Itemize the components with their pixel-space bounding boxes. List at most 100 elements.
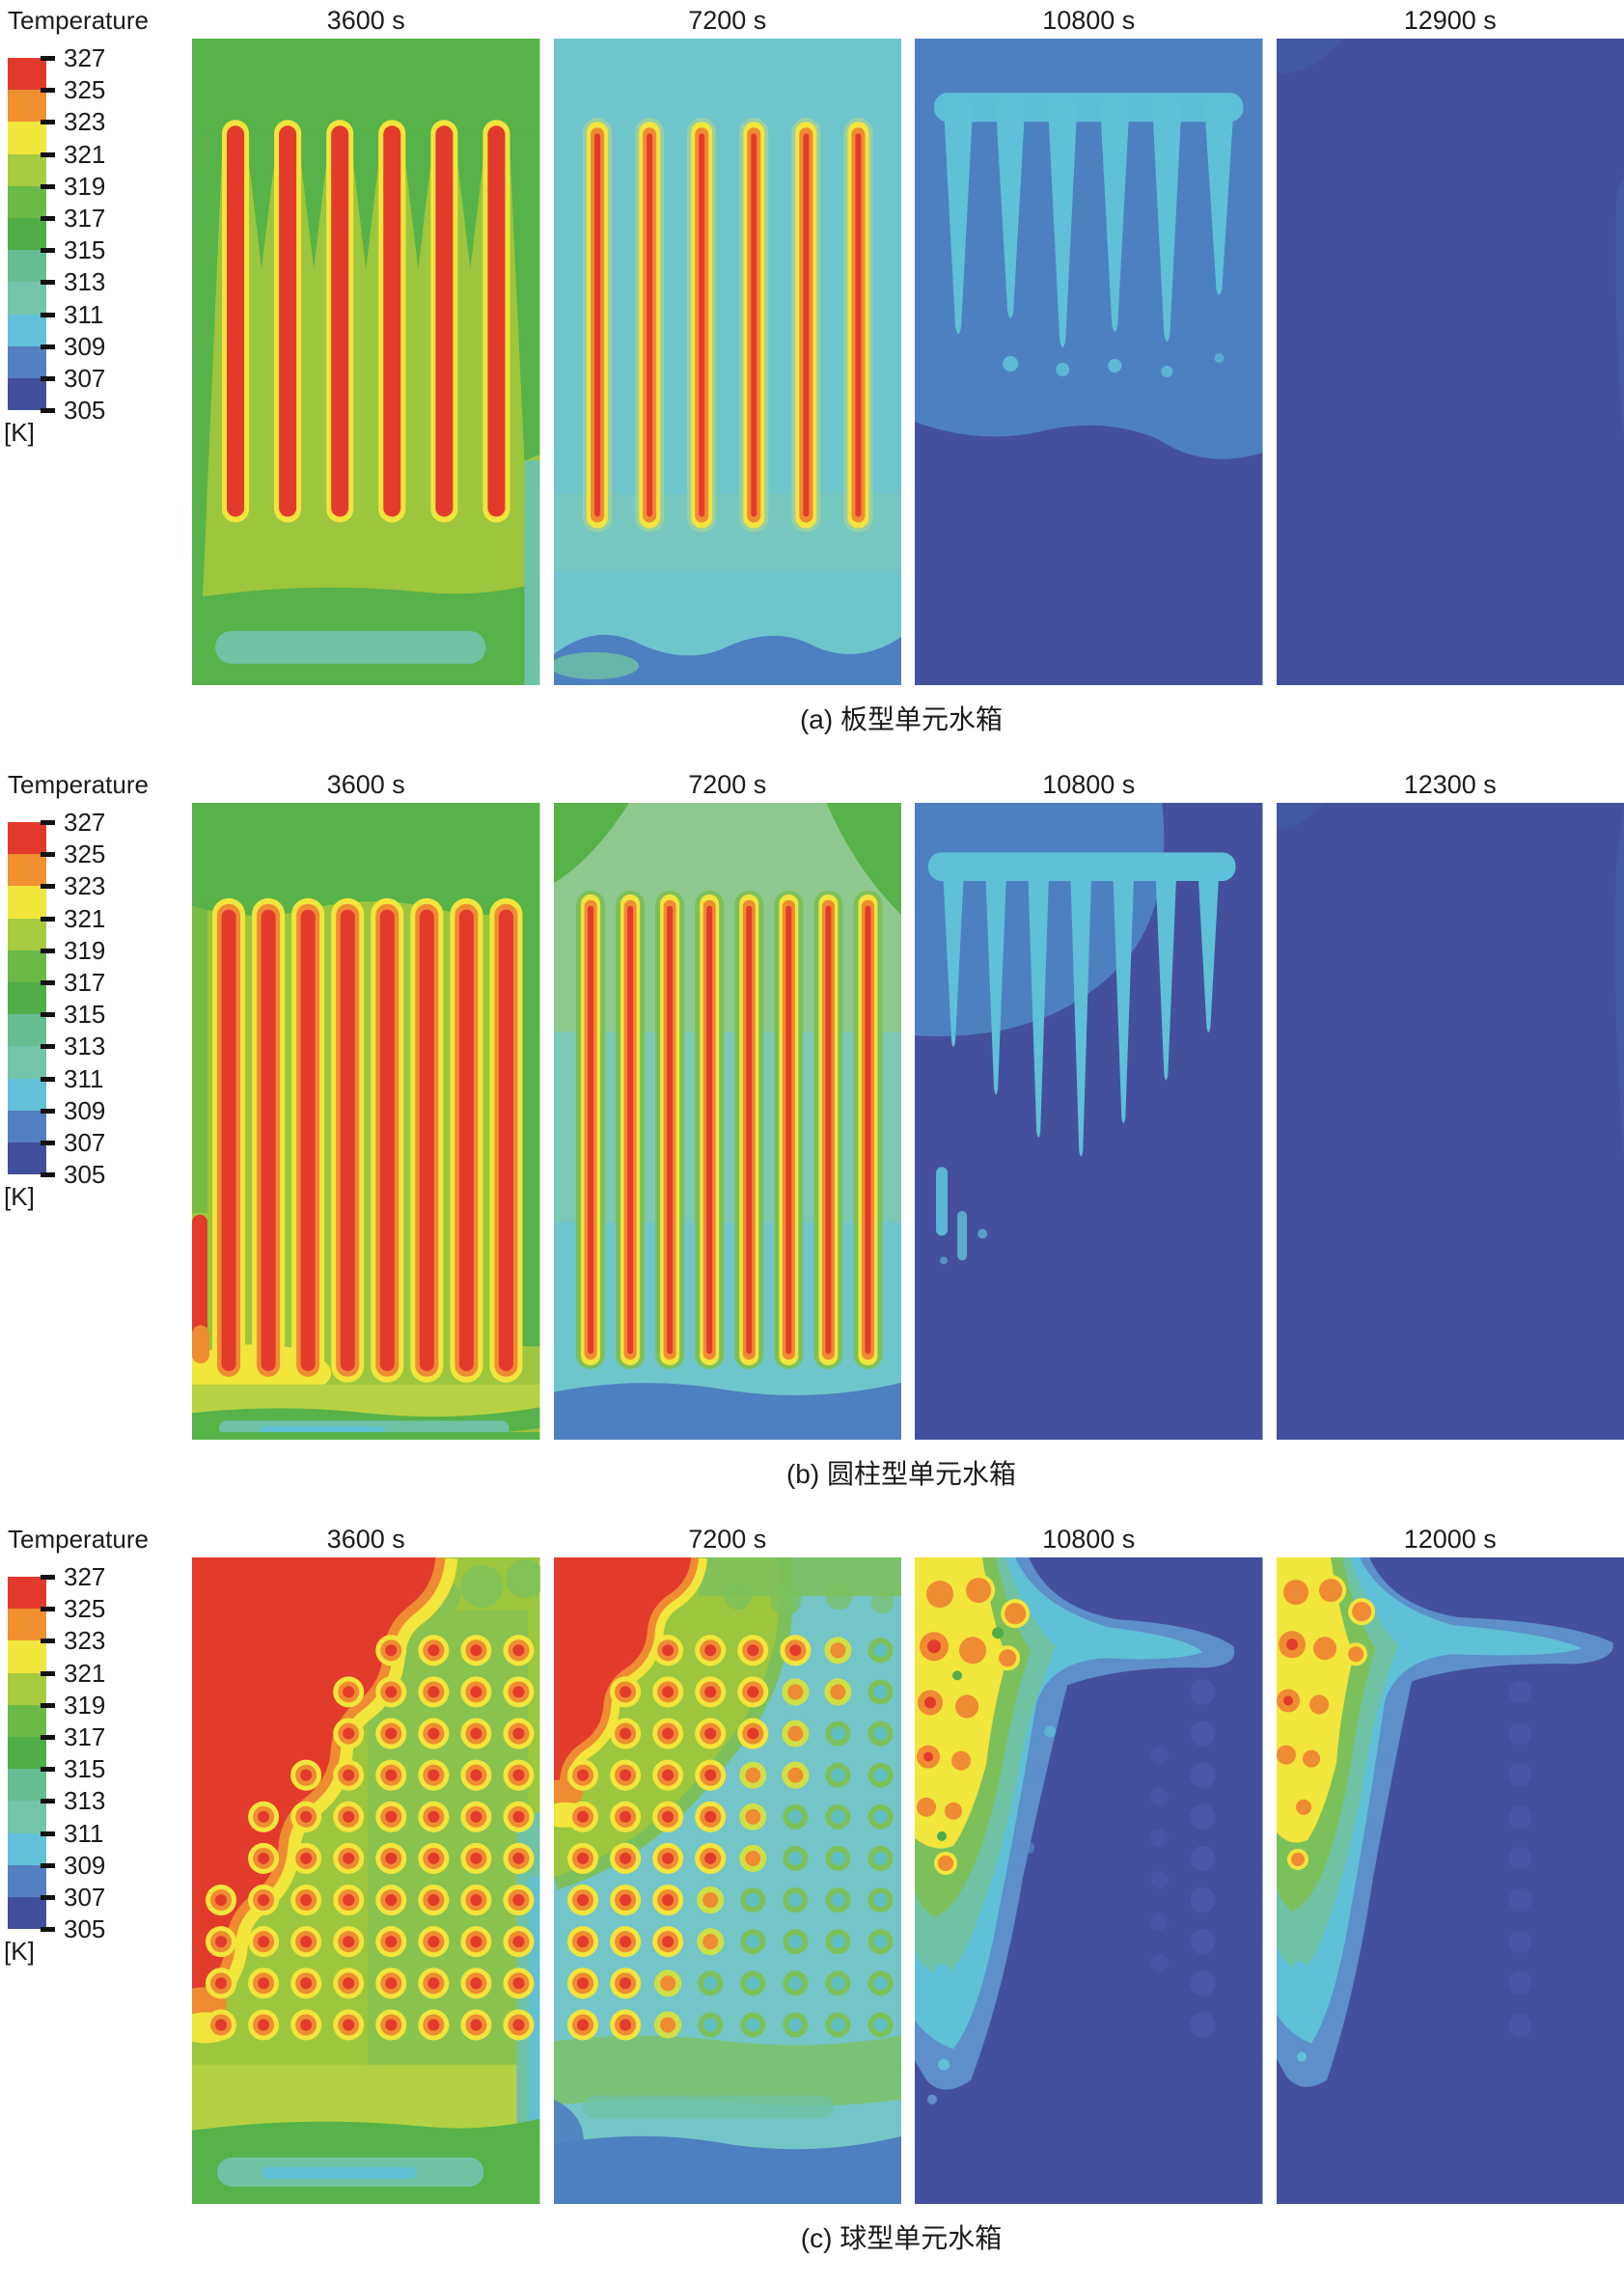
time-label: 12300 s <box>1403 770 1497 799</box>
legend-color-cell <box>8 1046 46 1079</box>
contour-panel <box>1276 803 1624 1440</box>
legend-color-cell <box>8 1832 46 1865</box>
legend-label: 305 <box>64 396 106 426</box>
contour-panel <box>1276 39 1624 685</box>
legend-label: 317 <box>64 968 106 997</box>
time-label: 3600 s <box>326 1525 405 1554</box>
legend-label: 311 <box>64 1063 104 1093</box>
legend-tick <box>41 344 55 349</box>
legend-color-cell <box>8 1704 46 1737</box>
legend-color-cell <box>8 1110 46 1142</box>
time-label: 3600 s <box>326 770 405 799</box>
legend-color-cell <box>8 1640 46 1673</box>
contour-panel <box>915 1557 1263 2204</box>
time-label: 10800 s <box>1042 1525 1136 1554</box>
contour-panel <box>915 803 1263 1440</box>
legend-label: 325 <box>64 1594 106 1624</box>
legend-label: 311 <box>64 299 104 329</box>
legend-tick <box>41 1044 55 1050</box>
row-b-header: Temperature 3600 s 7200 s 10800 s 12300 … <box>0 770 1624 803</box>
legend-label: 313 <box>64 1032 106 1061</box>
legend-color-cell <box>8 153 46 186</box>
legend-color-cell <box>8 282 46 315</box>
legend-tick <box>41 280 55 286</box>
legend-label: 317 <box>64 204 106 233</box>
legend-tick <box>41 1927 55 1933</box>
legend-tick <box>41 151 55 157</box>
legend-tick <box>41 1670 55 1676</box>
legend-label: 315 <box>64 235 106 265</box>
legend-unit: [K] <box>4 418 35 448</box>
legend-color-cell <box>8 981 46 1015</box>
legend-label: 323 <box>64 107 106 137</box>
legend-color-cell <box>8 185 46 218</box>
legend-label: 323 <box>64 871 106 901</box>
legend-label: 309 <box>64 331 106 361</box>
time-label: 7200 s <box>688 1525 767 1554</box>
legend-label: 315 <box>64 1754 106 1784</box>
legend-colorbar <box>8 822 46 1175</box>
legend-tick <box>41 88 55 94</box>
legend-unit: [K] <box>4 1182 35 1212</box>
time-label: 12900 s <box>1403 6 1497 35</box>
legend-tick <box>41 820 55 825</box>
contour-panel <box>553 39 901 685</box>
legend-label: 307 <box>64 364 106 393</box>
legend-tick <box>41 1108 55 1114</box>
legend-tick <box>41 216 55 221</box>
legend-tick <box>41 408 55 414</box>
subfigure-caption: (a) 板型单元水箱 <box>799 704 1003 734</box>
legend-tick <box>41 916 55 922</box>
legend-tick <box>41 1575 55 1580</box>
row-a-header: Temperature 3600 s 7200 s 10800 s 12900 … <box>0 6 1624 39</box>
legend-tick <box>41 1862 55 1868</box>
legend-tick <box>41 183 55 189</box>
subfigure-caption: (b) 圆柱型单元水箱 <box>785 1459 1016 1489</box>
legend-color-cell <box>8 1577 46 1610</box>
contour-panel <box>192 1557 540 2204</box>
legend-colorbar <box>8 1577 46 1930</box>
legend-color-cell <box>8 1672 46 1705</box>
legend-colorbar <box>8 58 46 411</box>
contour-panel <box>1276 1557 1624 2204</box>
legend-color-cell <box>8 1801 46 1833</box>
row-c-body: 327 325 323 321 319 317 315 313 311 309 307 305 [K] <box>0 1557 1624 2204</box>
legend-label: 309 <box>64 1850 106 1880</box>
legend-color-cell <box>8 1078 46 1111</box>
legend-label: 307 <box>64 1883 106 1912</box>
legend-color-cell <box>8 217 46 251</box>
contour-panel <box>192 803 540 1440</box>
legend-label: 319 <box>64 171 106 201</box>
row-a-body: 327 325 323 321 319 317 315 313 311 309 307 305 [K] <box>0 39 1624 685</box>
legend-color-cell <box>8 314 46 346</box>
legend-label: 313 <box>64 1786 106 1816</box>
legend-color-cell <box>8 58 46 91</box>
legend-title: Temperature <box>8 770 149 799</box>
legend-color-cell <box>8 377 46 411</box>
row-c-header: Temperature 3600 s 7200 s 10800 s 12000 … <box>0 1525 1624 1557</box>
time-label: 10800 s <box>1042 770 1136 799</box>
legend-tick <box>41 376 55 381</box>
legend-color-cell <box>8 1142 46 1175</box>
legend-tick <box>41 1607 55 1612</box>
figure-row-a: Temperature 3600 s 7200 s 10800 s 12900 … <box>0 6 1624 741</box>
legend-label: 321 <box>64 903 106 933</box>
legend-tick <box>41 1012 55 1018</box>
legend-label: 313 <box>64 267 106 297</box>
time-label: 7200 s <box>688 770 767 799</box>
legend-label: 315 <box>64 1000 106 1030</box>
legend-tick <box>41 1735 55 1740</box>
legend-color-cell <box>8 1769 46 1802</box>
legend-label: 321 <box>64 1658 106 1688</box>
legend-tick <box>41 1076 55 1082</box>
legend-color-cell <box>8 345 46 378</box>
legend-tick <box>41 56 55 61</box>
legend-tick <box>41 1831 55 1836</box>
legend-color-cell <box>8 122 46 154</box>
legend-tick <box>41 248 55 254</box>
legend-tick <box>41 1702 55 1708</box>
legend-color-cell <box>8 1014 46 1047</box>
legend-tick <box>41 312 55 317</box>
legend-label: 319 <box>64 1690 106 1720</box>
